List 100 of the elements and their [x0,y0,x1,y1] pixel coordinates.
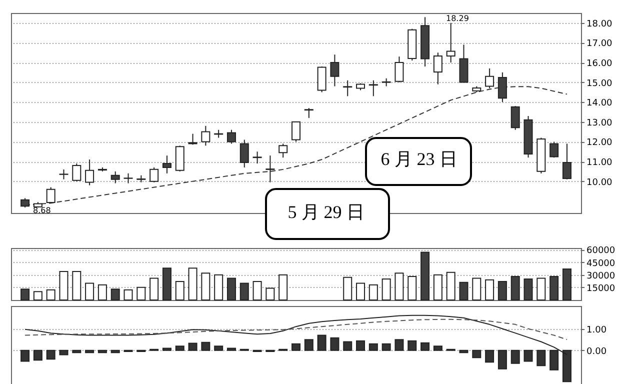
annotation: 8.68 [33,206,51,215]
bar [110,288,120,300]
bar [446,272,456,300]
candlestick [201,125,210,146]
bar [420,252,430,300]
bar [368,343,378,351]
candlestick [226,129,236,144]
bar [278,274,288,300]
y-tick-label: 45000 [586,258,616,269]
bar [162,348,172,351]
candlestick [150,166,159,183]
candlestick [59,168,68,180]
bar [175,346,184,351]
bar [175,281,184,300]
bar [150,278,159,300]
candlestick [446,22,456,64]
bar [382,278,391,300]
bar [162,268,172,300]
y-tick-label: 15.00 [586,78,613,89]
bar [33,350,42,361]
line-series [24,318,568,340]
bar [356,340,366,351]
candlestick [562,143,572,180]
bar [188,342,198,351]
bar [510,350,520,364]
candlestick [266,155,275,183]
bar [562,268,572,300]
bar [550,276,559,300]
candlestick [343,80,352,97]
bar [356,282,366,300]
candlestick [510,106,520,130]
candlestick [292,121,300,142]
bar [124,289,133,300]
bar [536,278,546,300]
bar [536,350,546,366]
bar [240,282,249,300]
bar [343,341,352,351]
bar [266,288,275,300]
y-tick-label: 12.00 [586,138,613,148]
candlestick [498,72,507,103]
candlestick [433,52,442,85]
bar [226,278,236,300]
bar [72,350,82,354]
bar [408,276,417,300]
y-tick-label: 18.00 [586,19,613,30]
bar [408,340,417,351]
candlestick [72,162,82,182]
candlestick [368,80,378,97]
bar [98,350,107,354]
candlestick [485,68,494,89]
bar [188,268,198,300]
bar [85,282,94,300]
bar [485,350,494,363]
annotation: 6 月 23 日 [380,149,458,169]
bar [524,350,533,362]
y-tick-label: 13.00 [586,118,613,128]
bar [498,350,507,370]
bar [59,350,68,356]
y-tick-label: 30000 [586,271,616,282]
annotation: 18.29 [446,14,469,23]
bar [433,346,442,351]
bar [394,272,404,300]
bar [368,284,378,300]
bar [226,348,236,351]
candlestick [330,54,340,87]
y-tick-label: 0.00 [586,346,607,357]
candlestick [110,170,120,184]
candlestick [252,151,262,164]
candlestick [46,186,56,204]
y-tick-label: 1.00 [586,325,607,336]
y-tick-label: 11.00 [586,158,613,168]
bar [252,281,262,300]
bar [46,350,56,360]
bar [472,278,482,300]
bar [459,350,468,354]
bar [110,350,120,354]
candlestick [175,145,184,172]
bar [510,276,520,300]
bar [72,270,82,300]
y-tick-label: 17.00 [586,39,613,50]
y-tick-label: 10.00 [586,178,613,188]
bar [394,339,404,351]
candlestick [317,66,326,93]
bar [472,350,482,358]
bar [420,342,430,351]
y-tick-label: 14.00 [586,98,613,109]
bar [433,274,442,300]
candlestick [240,139,249,168]
candlestick [304,108,314,118]
bar [304,339,314,351]
bar [459,282,468,300]
bar [292,343,300,351]
bar [330,337,340,351]
bar [59,270,68,300]
candlestick [20,198,30,208]
y-tick-label: 15000 [586,284,616,294]
candlestick [459,44,468,83]
candlestick [550,141,559,158]
y-tick-label: 60000 [586,246,616,256]
bar [382,343,391,351]
